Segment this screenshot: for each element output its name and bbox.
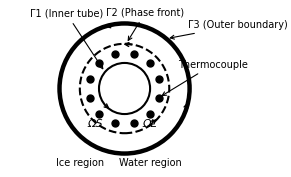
Text: Γ2 (Phase front): Γ2 (Phase front): [107, 7, 184, 40]
Text: Ice region: Ice region: [56, 158, 104, 168]
Text: Thermocouple: Thermocouple: [162, 60, 248, 96]
Text: ΩS: ΩS: [88, 119, 103, 129]
Text: Γ3 (Outer boundary): Γ3 (Outer boundary): [170, 20, 288, 39]
Text: ΩL: ΩL: [143, 119, 157, 129]
Text: Water region: Water region: [119, 158, 182, 168]
Text: Γ1 (Inner tube): Γ1 (Inner tube): [30, 8, 103, 69]
